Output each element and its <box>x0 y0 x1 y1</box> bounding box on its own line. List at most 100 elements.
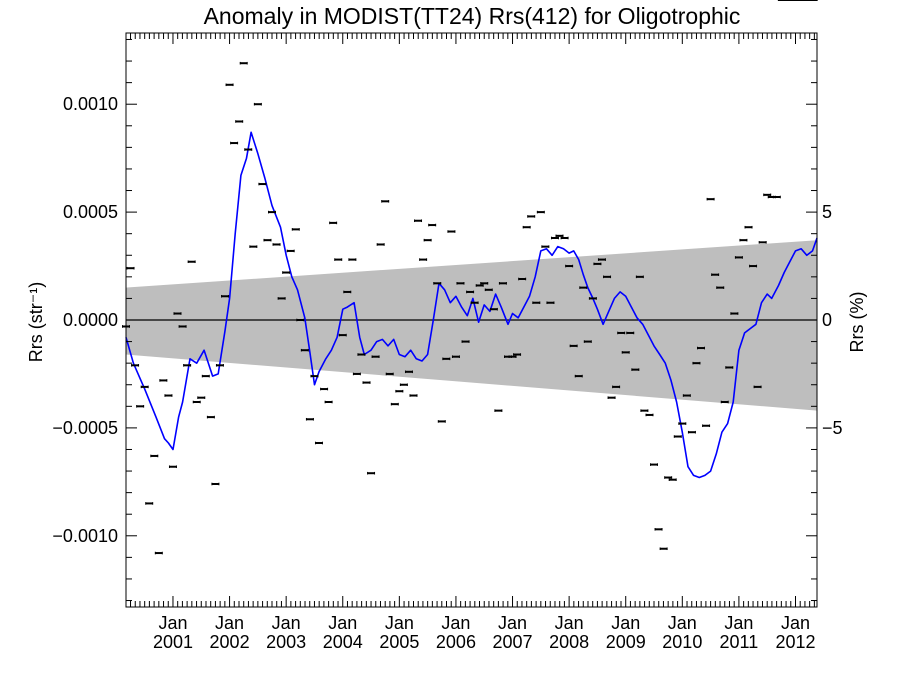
data-point <box>385 372 394 376</box>
data-points-layer <box>122 0 818 555</box>
x-tick-label-month: Jan <box>328 613 357 633</box>
data-point <box>536 210 545 214</box>
data-point <box>650 463 659 466</box>
data-point <box>480 282 489 285</box>
data-point <box>263 238 272 242</box>
data-point <box>518 277 527 281</box>
data-point <box>244 148 253 151</box>
data-point <box>753 385 762 389</box>
data-point <box>399 383 408 387</box>
data-point <box>603 275 612 279</box>
y-tick-label: −0.0010 <box>52 526 118 546</box>
data-point <box>357 353 366 356</box>
y-tick-label: 0.0005 <box>63 202 118 222</box>
data-point <box>253 102 262 106</box>
data-point <box>532 301 541 305</box>
data-point <box>569 344 578 348</box>
x-tick-label-year: 2005 <box>379 632 419 652</box>
data-point <box>320 387 329 391</box>
data-point <box>645 413 654 417</box>
data-point <box>772 195 781 199</box>
data-point <box>367 471 376 475</box>
data-point <box>739 238 748 242</box>
y-axis-label-left: Rrs (str⁻¹) <box>26 282 46 362</box>
data-point <box>612 385 621 389</box>
data-point <box>682 394 691 397</box>
smoothed-series-line <box>125 131 818 479</box>
data-point <box>692 361 701 365</box>
x-tick-label-year: 2008 <box>549 632 589 652</box>
x-tick-label-month: Jan <box>215 613 244 633</box>
data-point <box>230 141 239 145</box>
data-point <box>187 260 196 264</box>
data-point <box>423 238 432 242</box>
data-point <box>376 243 385 246</box>
data-point <box>371 355 380 358</box>
data-point <box>758 241 767 244</box>
data-point <box>348 258 357 261</box>
data-point <box>631 368 640 371</box>
data-point <box>338 333 347 337</box>
x-tick-label-year: 2002 <box>210 632 250 652</box>
data-point <box>763 193 772 197</box>
x-tick-label-month: Jan <box>158 613 187 633</box>
data-point <box>668 478 677 481</box>
data-point <box>258 182 267 186</box>
x-tick-label-month: Jan <box>724 613 753 633</box>
data-point <box>720 400 729 404</box>
x-tick-label-year: 2011 <box>720 632 759 652</box>
data-point <box>239 61 248 65</box>
data-point <box>211 482 220 486</box>
data-point <box>541 245 550 248</box>
x-tick-label-year: 2004 <box>323 632 363 652</box>
data-point <box>277 297 286 300</box>
data-point <box>574 374 583 378</box>
data-point <box>395 389 404 393</box>
data-point <box>635 275 644 279</box>
data-point <box>305 417 314 421</box>
data-point <box>310 374 319 378</box>
data-point <box>494 409 503 412</box>
data-point <box>286 249 295 253</box>
data-point <box>484 288 493 292</box>
data-point <box>197 396 206 399</box>
data-point <box>300 348 309 352</box>
x-tick-label-year: 2012 <box>775 632 815 652</box>
data-point <box>640 409 649 412</box>
y2-tick-label: 0 <box>822 310 832 330</box>
data-point <box>159 379 168 382</box>
data-point <box>730 312 739 315</box>
trend-band <box>126 240 817 411</box>
data-point <box>579 286 588 289</box>
data-point <box>268 210 277 214</box>
data-point <box>607 396 616 399</box>
smoothed-line-layer <box>125 131 818 479</box>
x-tick-label-month: Jan <box>385 613 414 633</box>
data-point <box>687 430 696 434</box>
data-point <box>362 381 371 384</box>
y2-tick-label: 5 <box>822 202 832 222</box>
data-point <box>131 364 140 367</box>
data-point <box>716 286 725 289</box>
data-point <box>711 273 720 276</box>
data-point <box>489 307 498 311</box>
data-point <box>437 420 446 423</box>
x-tick-label-year: 2003 <box>266 632 306 652</box>
data-point <box>419 258 428 261</box>
data-point <box>725 366 734 369</box>
data-point <box>565 264 574 268</box>
data-point <box>702 424 711 428</box>
data-point <box>461 340 470 343</box>
data-point <box>126 266 135 270</box>
y2-tick-label: −5 <box>822 418 843 438</box>
data-point <box>324 400 333 404</box>
chart-title: Anomaly in MODIST(TT24) Rrs(412) for Oli… <box>204 3 741 29</box>
data-point <box>178 325 187 328</box>
data-point <box>583 340 592 343</box>
data-point <box>136 405 145 408</box>
data-point <box>334 258 343 261</box>
x-tick-label-year: 2010 <box>662 632 702 652</box>
data-point <box>734 256 743 259</box>
y-axis-label-right: Rrs (%) <box>847 292 867 353</box>
data-point <box>173 312 182 315</box>
